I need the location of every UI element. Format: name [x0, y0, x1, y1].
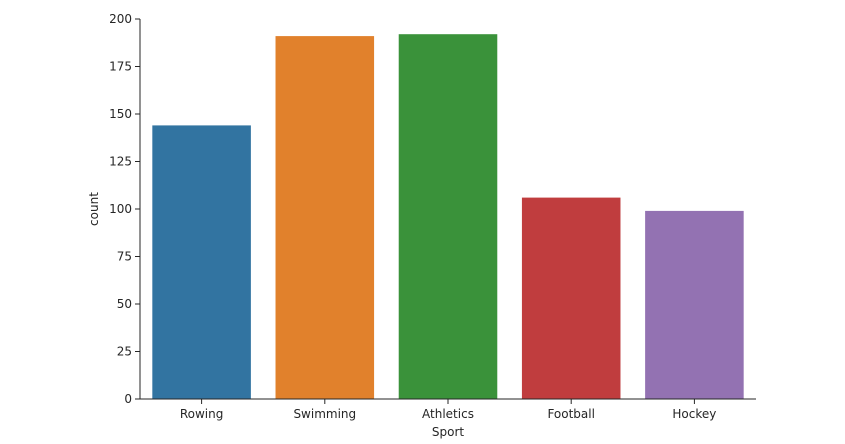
bar-football	[521, 197, 621, 399]
x-tick-label-football: Football	[547, 407, 595, 421]
x-tick-label-athletics: Athletics	[422, 407, 474, 421]
y-tick-label: 75	[117, 250, 132, 264]
x-axis: Rowing Swimming Athletics Football Hockey	[140, 398, 756, 421]
x-tick-label-hockey: Hockey	[672, 407, 716, 421]
y-tick-label: 175	[109, 60, 132, 74]
y-tick-label: 25	[117, 345, 132, 359]
y-tick-label: 100	[109, 202, 132, 216]
bars-group	[152, 34, 744, 400]
y-tick-label: 125	[109, 155, 132, 169]
bar-swimming	[275, 36, 375, 399]
y-tick-label: 150	[109, 107, 132, 121]
y-axis: 0 25 50 75 100 125 150 175 200	[109, 12, 141, 406]
x-tick-label-swimming: Swimming	[293, 407, 356, 421]
x-tick-label-rowing: Rowing	[180, 407, 224, 421]
y-tick-label: 0	[124, 392, 132, 406]
x-axis-label: Sport	[432, 425, 465, 439]
y-tick-label: 200	[109, 12, 132, 26]
bar-hockey	[645, 210, 744, 399]
y-axis-label: count	[87, 192, 101, 226]
bar-athletics	[398, 34, 498, 399]
bar-rowing	[152, 125, 251, 400]
y-tick-label: 50	[117, 297, 132, 311]
